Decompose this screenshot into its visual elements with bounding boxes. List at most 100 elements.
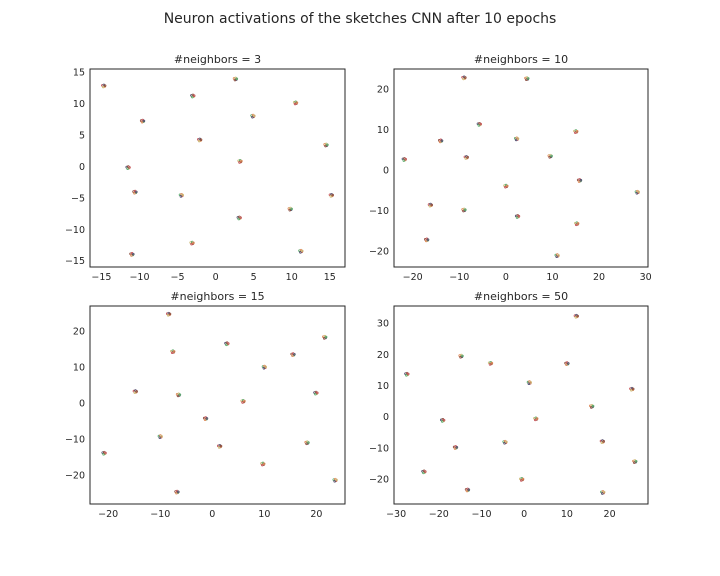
y-tick-label: 30: [377, 319, 389, 330]
x-tick-label: −5: [171, 272, 185, 283]
x-tick-label: −10: [471, 509, 491, 520]
scatter-point: [461, 75, 467, 81]
x-tick-label: −20: [403, 272, 423, 283]
scatter-point: [629, 386, 635, 392]
x-tick-label: 0: [521, 509, 527, 520]
subplot-4: #neighbors = 50 −30 −20 −10 0 10 20 −20 −10 0 10 20…: [369, 290, 649, 520]
plot-area: [393, 68, 649, 268]
scatter-point: [132, 389, 138, 394]
scatter-point: [240, 398, 246, 404]
subplot-title: #neighbors = 10: [474, 53, 568, 66]
scatter-point: [139, 118, 146, 124]
x-tick-label: 10: [561, 509, 573, 520]
y-tick-label: 0: [79, 162, 85, 173]
scatter-point: [190, 93, 196, 99]
scatter-point: [260, 461, 266, 467]
y-tick-label: 0: [79, 399, 85, 410]
y-tick-label: 10: [377, 125, 389, 136]
scatter-point: [573, 313, 579, 319]
plot-area: [89, 305, 346, 505]
scatter-point: [129, 252, 135, 257]
x-tick-label: −10: [150, 509, 170, 520]
scatter-point: [533, 416, 539, 422]
scatter-point: [634, 189, 640, 195]
x-tick-label: 10: [286, 272, 298, 283]
scatter-point: [589, 404, 595, 409]
y-tick-label: −10: [65, 225, 85, 236]
x-tick-label: −30: [386, 509, 406, 520]
x-tick-label: −10: [129, 272, 149, 283]
x-tick-label: 0: [209, 509, 215, 520]
subplot-title: #neighbors = 50: [474, 290, 568, 303]
scatter-point: [458, 353, 464, 359]
scatter-point: [250, 113, 256, 119]
subplot-3: #neighbors = 15 −20 −10 0 10 20 −20 −10 0 10 20: [65, 290, 346, 520]
x-tick-label: 15: [324, 272, 336, 283]
x-tick-label: −15: [91, 272, 111, 283]
scatter-point: [514, 214, 521, 219]
scatter-point: [487, 360, 494, 366]
scatter-point: [313, 390, 319, 396]
scatter-point: [576, 178, 583, 183]
scatter-point: [202, 416, 209, 421]
x-tick-label: −20: [98, 509, 118, 520]
scatter-point: [236, 215, 242, 221]
scatter-point: [290, 352, 296, 357]
scatter-point: [132, 189, 138, 195]
subplot-1: #neighbors = 3 −15 −10 −5 0 5 10 15 −15 −10 −5 0 5 10…: [65, 53, 346, 283]
scatter-point: [165, 311, 172, 317]
scatter-point: [298, 248, 304, 254]
scatter-point: [463, 155, 469, 160]
scatter-point: [632, 459, 638, 464]
y-tick-label: −20: [65, 471, 85, 482]
scatter-point: [287, 206, 293, 212]
scatter-point: [328, 192, 334, 198]
y-tick-label: −20: [369, 246, 389, 257]
scatter-point: [476, 121, 482, 127]
scatter-point: [599, 439, 606, 444]
y-tick-label: −15: [65, 256, 85, 267]
subplot-title: #neighbors = 15: [170, 290, 264, 303]
figure-title: Neuron activations of the sketches CNN a…: [164, 11, 557, 27]
y-tick-label: −20: [369, 475, 389, 486]
scatter-point: [564, 361, 570, 366]
x-tick-label: 10: [258, 509, 270, 520]
x-tick-label: −20: [429, 509, 449, 520]
scatter-point: [332, 477, 338, 483]
scatter-point: [178, 192, 185, 198]
scatter-point: [440, 418, 446, 423]
scatter-point: [427, 202, 434, 208]
scatter-point: [503, 183, 509, 189]
scatter-point: [461, 207, 467, 213]
scatter-point: [170, 349, 176, 355]
x-tick-label: 10: [546, 272, 558, 283]
y-tick-label: −10: [65, 435, 85, 446]
scatter-point: [401, 157, 407, 162]
scatter-point: [232, 76, 239, 82]
scatter-point: [175, 392, 182, 398]
subplot-grid: #neighbors = 3 −15 −10 −5 0 5 10 15 −15 −10 −5 0 5 10…: [65, 53, 652, 520]
scatter-point: [513, 136, 520, 142]
scatter-point: [438, 138, 444, 144]
y-tick-label: 20: [73, 327, 85, 338]
y-tick-label: 5: [79, 131, 85, 142]
x-tick-label: 20: [310, 509, 322, 520]
scatter-point: [197, 137, 203, 143]
x-tick-label: 20: [593, 272, 605, 283]
scatter-point: [304, 440, 310, 446]
scatter-point: [101, 450, 107, 456]
plot-area: [393, 305, 649, 505]
x-tick-label: 5: [251, 272, 257, 283]
y-tick-label: 20: [377, 85, 389, 96]
scatter-point: [261, 364, 268, 370]
scatter-point: [526, 380, 533, 386]
x-tick-label: 20: [604, 509, 616, 520]
scatter-point: [573, 129, 579, 134]
scatter-point: [125, 165, 131, 170]
scatter-point: [322, 334, 328, 340]
scatter-point: [547, 153, 553, 159]
scatter-point: [189, 240, 195, 246]
x-tick-label: −10: [449, 272, 469, 283]
y-tick-label: 0: [383, 166, 389, 177]
